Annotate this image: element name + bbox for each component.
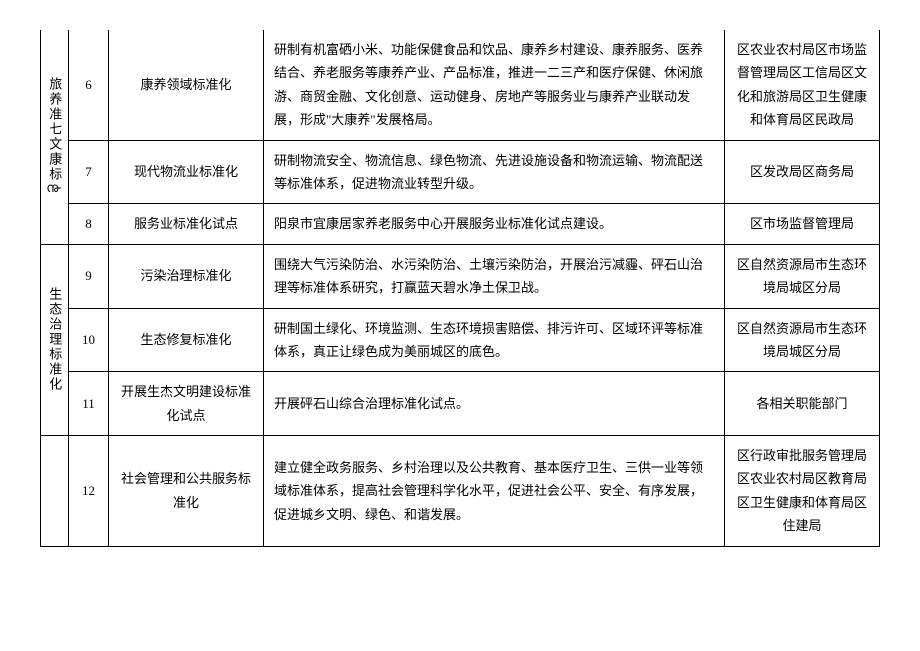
- desc-cell: 研制物流安全、物流信息、绿色物流、先进设施设备和物流运输、物流配送等标准体系，促…: [264, 140, 725, 204]
- num-cell: 12: [69, 436, 109, 547]
- desc-cell: 围绕大气污染防治、水污染防治、土壤污染防治，开展治污减霾、砰石山治理等标准体系研…: [264, 244, 725, 308]
- name-cell: 开展生杰文明建设标准化试点: [109, 372, 264, 436]
- name-cell: 污染治理标准化: [109, 244, 264, 308]
- dept-cell: 区市场监督管理局: [725, 204, 880, 244]
- dept-cell: 区行政审批服务管理局区农业农村局区教育局区卫生健康和体育局区住建局: [725, 436, 880, 547]
- category-cell-2: 生态治理标准化: [41, 244, 69, 435]
- num-cell: 10: [69, 308, 109, 372]
- name-cell: 服务业标准化试点: [109, 204, 264, 244]
- desc-cell: 研制国土绿化、环境监测、生态环境损害赔偿、排污许可、区域环评等标准体系，真正让绿…: [264, 308, 725, 372]
- dept-cell: 区发改局区商务局: [725, 140, 880, 204]
- desc-cell: 阳泉市宜康居家养老服务中心开展服务业标准化试点建设。: [264, 204, 725, 244]
- num-cell: 9: [69, 244, 109, 308]
- standards-table: 旅养准七文康标൹ 6 康养领域标准化 研制有机富硒小米、功能保健食品和饮品、康养…: [40, 30, 880, 547]
- name-cell: 现代物流业标准化: [109, 140, 264, 204]
- name-cell: 生态修复标准化: [109, 308, 264, 372]
- num-cell: 6: [69, 30, 109, 140]
- table-row: 7 现代物流业标准化 研制物流安全、物流信息、绿色物流、先进设施设备和物流运输、…: [41, 140, 880, 204]
- table-row: 11 开展生杰文明建设标准化试点 开展砰石山综合治理标准化试点。 各相关职能部门: [41, 372, 880, 436]
- dept-cell: 各相关职能部门: [725, 372, 880, 436]
- name-cell: 社会管理和公共服务标准化: [109, 436, 264, 547]
- desc-cell: 建立健全政务服务、乡村治理以及公共教育、基本医疗卫生、三供一业等领域标准体系，提…: [264, 436, 725, 547]
- table-row: 生态治理标准化 9 污染治理标准化 围绕大气污染防治、水污染防治、土壤污染防治，…: [41, 244, 880, 308]
- table-row: 10 生态修复标准化 研制国土绿化、环境监测、生态环境损害赔偿、排污许可、区域环…: [41, 308, 880, 372]
- num-cell: 11: [69, 372, 109, 436]
- table-row: 旅养准七文康标൹ 6 康养领域标准化 研制有机富硒小米、功能保健食品和饮品、康养…: [41, 30, 880, 140]
- dept-cell: 区自然资源局市生态环境局城区分局: [725, 244, 880, 308]
- name-cell: 康养领域标准化: [109, 30, 264, 140]
- category-cell-1: 旅养准七文康标൹: [41, 30, 69, 244]
- num-cell: 7: [69, 140, 109, 204]
- desc-cell: 研制有机富硒小米、功能保健食品和饮品、康养乡村建设、康养服务、医养结合、养老服务…: [264, 30, 725, 140]
- table-row: 12 社会管理和公共服务标准化 建立健全政务服务、乡村治理以及公共教育、基本医疗…: [41, 436, 880, 547]
- num-cell: 8: [69, 204, 109, 244]
- dept-cell: 区农业农村局区市场监督管理局区工信局区文化和旅游局区卫生健康和体育局区民政局: [725, 30, 880, 140]
- table-row: 8 服务业标准化试点 阳泉市宜康居家养老服务中心开展服务业标准化试点建设。 区市…: [41, 204, 880, 244]
- desc-cell: 开展砰石山综合治理标准化试点。: [264, 372, 725, 436]
- dept-cell: 区自然资源局市生态环境局城区分局: [725, 308, 880, 372]
- category-cell-empty: [41, 436, 69, 547]
